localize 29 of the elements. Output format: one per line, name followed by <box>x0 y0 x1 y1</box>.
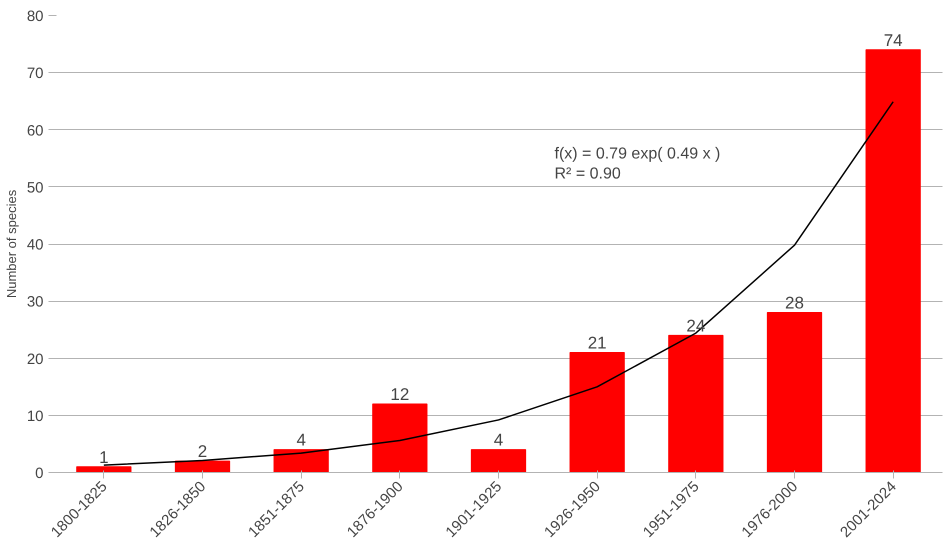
data-label: 4 <box>494 430 504 450</box>
y-tick-label: 20 <box>26 350 44 368</box>
y-tick-label: 0 <box>35 465 44 482</box>
y-tick-label: 30 <box>26 294 44 311</box>
bar <box>766 312 822 472</box>
bar <box>470 449 526 472</box>
data-label: 4 <box>296 430 306 450</box>
bar <box>570 352 625 472</box>
data-label: 21 <box>588 334 607 353</box>
data-label: 12 <box>390 384 410 404</box>
y-tick-label: 60 <box>26 122 44 140</box>
data-label: 24 <box>686 316 706 336</box>
y-tick-label: 10 <box>26 408 44 425</box>
y-tick-label: 40 <box>26 236 44 254</box>
bar <box>274 449 329 472</box>
data-label: 74 <box>884 30 903 50</box>
y-axis-title: Number of species <box>4 189 19 298</box>
y-tick-label: 80 <box>26 8 44 25</box>
annotation: f(x) = 0.79 exp( 0.49 x ) <box>554 146 720 162</box>
annotation: R² = 0.90 <box>554 166 621 182</box>
data-label: 28 <box>785 294 804 313</box>
bar <box>372 403 428 472</box>
bar <box>668 334 724 472</box>
data-label: 1 <box>99 448 109 467</box>
data-label: 2 <box>198 442 208 462</box>
y-tick-label: 70 <box>26 65 44 82</box>
bar <box>174 460 230 472</box>
y-tick-label: 50 <box>26 179 44 196</box>
bar <box>866 49 921 472</box>
